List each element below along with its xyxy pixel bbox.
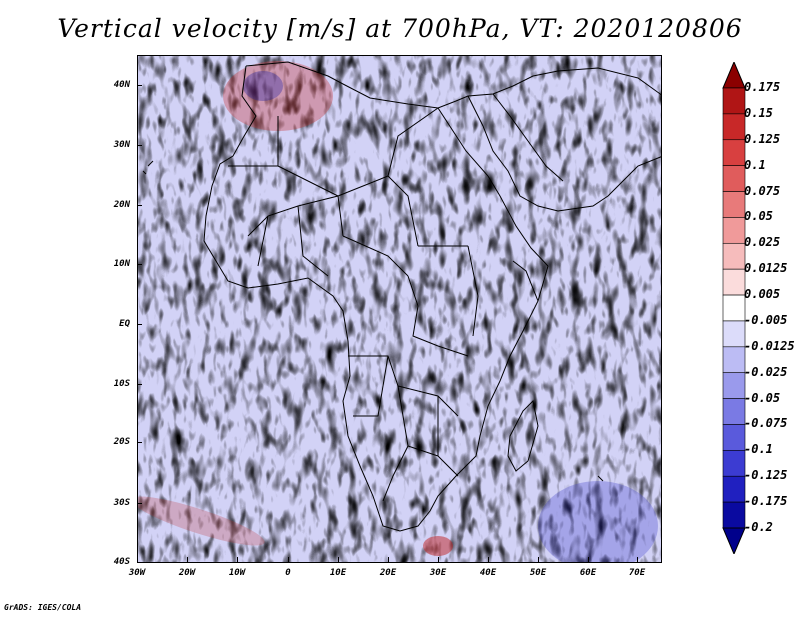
colorbar-label: -0.075 <box>744 416 788 431</box>
colorbar-bin <box>722 294 746 322</box>
lon-tick <box>237 557 238 562</box>
lat-label-10s: 10S <box>113 379 130 389</box>
colorbar-bin <box>722 372 746 399</box>
lon-label-20w: 20W <box>178 568 196 578</box>
colorbar-bottom-arrow <box>722 527 746 554</box>
lon-label-70e: 70E <box>628 568 646 578</box>
map-panel <box>137 55 662 563</box>
velocity-field-map <box>138 56 661 562</box>
lat-label-40n: 40N <box>113 80 130 90</box>
lon-tick <box>388 557 389 562</box>
colorbar-label: -0.2 <box>744 520 773 534</box>
lon-label-30e: 30E <box>429 568 447 578</box>
strong-descent-iberia <box>243 71 283 101</box>
lat-tick <box>137 442 142 443</box>
colorbar-label: -0.1 <box>744 442 773 457</box>
lon-label-30w: 30W <box>128 568 146 578</box>
colorbar-label: 0.05 <box>744 209 773 224</box>
colorbar-bin <box>722 501 746 529</box>
lat-label-eq: EQ <box>119 319 130 329</box>
lat-label-20s: 20S <box>113 437 130 447</box>
colorbar-label: 0.175 <box>744 80 781 94</box>
lat-label-20n: 20N <box>113 200 130 210</box>
colorbar-label: 0.1 <box>744 157 766 172</box>
colorbar-label: -0.005 <box>744 312 788 327</box>
colorbar-bin <box>722 450 746 477</box>
lon-label-0: 0 <box>285 568 291 578</box>
lon-label-50e: 50E <box>529 568 547 578</box>
colorbar-label: -0.125 <box>744 468 788 483</box>
lon-tick <box>338 557 339 562</box>
colorbar-bin <box>722 268 746 296</box>
lat-label-10n: 10N <box>113 259 130 269</box>
colorbar-label: 0.15 <box>744 105 773 120</box>
colorbar-label: -0.0125 <box>744 338 795 353</box>
colorbar-bin <box>722 424 746 451</box>
lon-label-40e: 40E <box>479 568 497 578</box>
colorbar-bin <box>722 217 746 244</box>
front-south-atlantic <box>138 496 265 546</box>
colorbar-label: -0.175 <box>744 494 788 509</box>
lat-tick <box>137 145 142 146</box>
lon-label-60e: 60E <box>579 568 597 578</box>
lat-label-30s: 30S <box>113 498 130 508</box>
colorbar-bin <box>722 320 746 348</box>
colorbar-bin <box>722 242 746 270</box>
lat-tick <box>137 85 142 86</box>
strong-ascent-north-africa <box>223 61 333 131</box>
lat-tick <box>137 264 142 265</box>
lon-label-20e: 20E <box>379 568 397 578</box>
strong-ascent-south <box>423 536 453 556</box>
credit-text: GrADS: IGES/COLA <box>4 603 82 612</box>
colorbar-label: -0.025 <box>744 364 788 379</box>
colorbar-bin <box>722 139 746 166</box>
lon-tick <box>488 557 489 562</box>
lon-label-10w: 10W <box>228 568 246 578</box>
colorbar <box>722 62 746 554</box>
neutral-field <box>138 56 661 562</box>
colorbar-bin <box>722 475 746 503</box>
lon-tick <box>187 557 188 562</box>
colorbar-label: 0.025 <box>744 235 781 250</box>
colorbar-label: 0.125 <box>744 131 781 146</box>
colorbar-bin <box>722 191 746 218</box>
lat-label-30n: 30N <box>113 140 130 150</box>
colorbar-label: 0.0125 <box>744 261 788 276</box>
cyclone-indian-ocean <box>538 481 658 562</box>
colorbar-top-arrow <box>722 62 746 89</box>
colorbar-bin <box>722 87 746 115</box>
colorbar-label: 0.005 <box>744 287 781 302</box>
lon-tick <box>538 557 539 562</box>
lon-tick <box>588 557 589 562</box>
lon-tick <box>288 557 289 562</box>
colorbar-bin <box>722 113 746 141</box>
colorbar-bin <box>722 398 746 425</box>
lat-tick <box>137 384 142 385</box>
colorbar-label: -0.05 <box>744 390 781 405</box>
lon-label-10e: 10E <box>329 568 347 578</box>
lat-tick <box>137 503 142 504</box>
colorbar-bin <box>722 165 746 192</box>
lat-tick <box>137 205 142 206</box>
colorbar-bin <box>722 346 746 374</box>
lat-tick <box>137 324 142 325</box>
lat-label-40s: 40S <box>113 557 130 567</box>
country-borders <box>142 61 661 532</box>
colorbar-label: 0.075 <box>744 183 781 198</box>
lon-tick <box>438 557 439 562</box>
chart-title: Vertical velocity [m/s] at 700hPa, VT: 2… <box>57 14 743 43</box>
lon-tick <box>637 557 638 562</box>
